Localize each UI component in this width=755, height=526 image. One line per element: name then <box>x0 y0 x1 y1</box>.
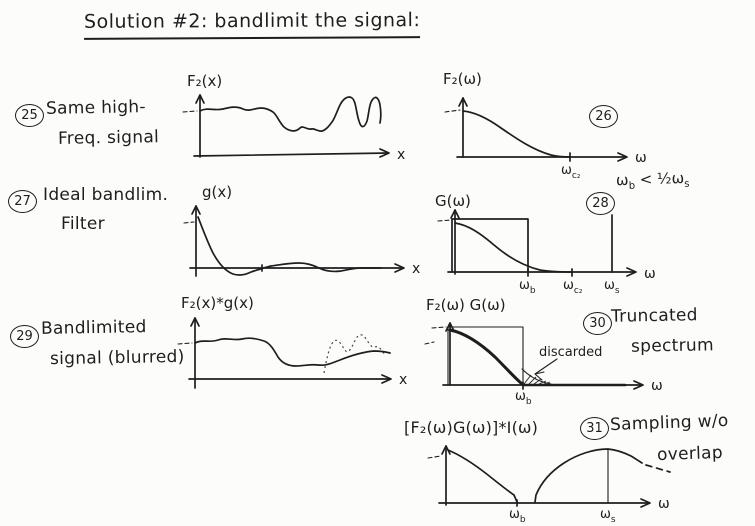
row2-label-line2: Filter <box>61 214 105 234</box>
f2w-plot: F₂(ω) ω ωc₂ <box>443 70 647 181</box>
x-axis-line <box>193 152 389 157</box>
blurred-ylabel: F₂(x)*g(x) <box>181 294 254 312</box>
truncated-spectrum-curve <box>448 328 524 386</box>
level-dash-2 <box>424 341 435 345</box>
x-axis-arrow-icon <box>640 498 651 508</box>
x-axis-arrow-icon <box>394 263 405 273</box>
sampled-spectrum-formula: [F₂(ω)G(ω)]*I(ω) <box>404 418 539 437</box>
item-number-25: 25 <box>15 104 44 127</box>
baseband-lobe-curve <box>447 449 518 503</box>
sampled-xlabel: ω <box>658 496 670 512</box>
wb-tick-label: ωb <box>519 278 536 296</box>
gx-plot: g(x) x <box>183 183 420 277</box>
filter-rect-outline <box>447 326 524 386</box>
truncated-ylabel: F₂(ω) G(ω) <box>426 296 506 314</box>
level-dash <box>444 109 461 113</box>
signal-curve <box>199 96 382 133</box>
wc2-tick-label: ωc₂ <box>563 278 583 296</box>
blurred-signal-curve <box>194 337 391 367</box>
discarded-arrow-icon <box>534 358 558 381</box>
replica-dashed-tail <box>645 464 671 473</box>
f2x-ylabel: F₂(x) <box>187 72 222 90</box>
level-dash <box>431 326 447 329</box>
x-axis-arrow-icon <box>379 148 390 158</box>
discarded-tail-curve <box>521 368 552 385</box>
ws-tick-label: ωs <box>604 278 620 296</box>
sampling-caption-line1: Sampling w/o <box>609 410 729 436</box>
level-dash <box>437 219 453 222</box>
ws-tick-label: ωs <box>600 507 616 525</box>
filter-kernel-curve <box>197 216 382 276</box>
y-axis-arrow-icon <box>191 205 201 215</box>
y-axis-arrow-icon <box>450 209 460 219</box>
gw-xlabel: ω <box>644 266 656 282</box>
item-number-31: 31 <box>580 417 609 440</box>
truncated-xlabel: ω <box>651 378 663 394</box>
level-dash <box>183 221 195 224</box>
f2w-ylabel: F₂(ω) <box>443 70 482 88</box>
discarded-hatch <box>523 374 551 385</box>
truncated-caption-line1: Truncated <box>610 305 698 327</box>
x-axis-arrow-icon <box>617 152 628 162</box>
x-axis-arrow-icon <box>626 267 637 277</box>
gw-plot: G(ω) ω ωb ωc₂ ωs <box>435 192 656 296</box>
sampled-spectrum-plot: ω ωb ωs <box>427 445 671 525</box>
discarded-annotation: discarded <box>539 345 602 360</box>
wb-tick-label: ωb <box>509 507 526 525</box>
level-dash <box>427 455 442 459</box>
item-number-28: 28 <box>586 192 615 215</box>
gx-xlabel: x <box>412 261 420 277</box>
truncated-spectrum-plot: F₂(ω) G(ω) ω discarded ωb <box>424 296 663 407</box>
wc2-tick-label: ωc₂ <box>561 163 581 181</box>
blurred-signal-plot: F₂(x)*g(x) x <box>177 294 407 389</box>
item-number-26: 26 <box>589 105 618 128</box>
row2-label-line1: Ideal bandlim. <box>43 185 169 205</box>
level-dash <box>182 110 198 113</box>
f2x-xlabel: x <box>397 147 405 163</box>
x-axis-arrow-icon <box>381 374 392 384</box>
y-axis-arrow-icon <box>458 97 468 107</box>
y-axis-arrow-icon <box>445 322 455 332</box>
x-axis-arrow-icon <box>633 380 644 390</box>
level-dash <box>177 342 193 345</box>
item-number-27: 27 <box>8 190 37 213</box>
ideal-filter-rect <box>451 218 529 273</box>
y-axis-arrow-icon <box>195 94 205 104</box>
gx-ylabel: g(x) <box>202 183 232 201</box>
row3-label-line2: signal (blurred) <box>49 346 185 370</box>
item-number-29: 29 <box>10 325 39 348</box>
f2x-plot: F₂(x) x <box>182 72 405 163</box>
original-highfreq-dotted-curve <box>323 334 386 374</box>
row3-label-line1: Bandlimited <box>40 317 147 339</box>
f2w-xlabel: ω <box>635 150 647 166</box>
spectrum-curve <box>462 110 571 158</box>
wb-tick-label: ωb <box>515 389 532 407</box>
row1-label-line2: Freq. signal <box>57 127 160 149</box>
spectrum-curve <box>454 222 573 273</box>
gw-ylabel: G(ω) <box>435 192 471 210</box>
blurred-xlabel: x <box>399 372 407 388</box>
replica-lobe-curve <box>534 448 643 503</box>
y-axis-arrow-icon <box>441 445 451 455</box>
y-axis-arrow-icon <box>190 317 200 327</box>
page-title: Solution #2: bandlimit the signal: <box>83 9 421 40</box>
item-number-30: 30 <box>583 312 612 335</box>
row1-label-line1: Same high- <box>45 97 147 119</box>
truncated-caption-line2: spectrum <box>630 335 715 357</box>
